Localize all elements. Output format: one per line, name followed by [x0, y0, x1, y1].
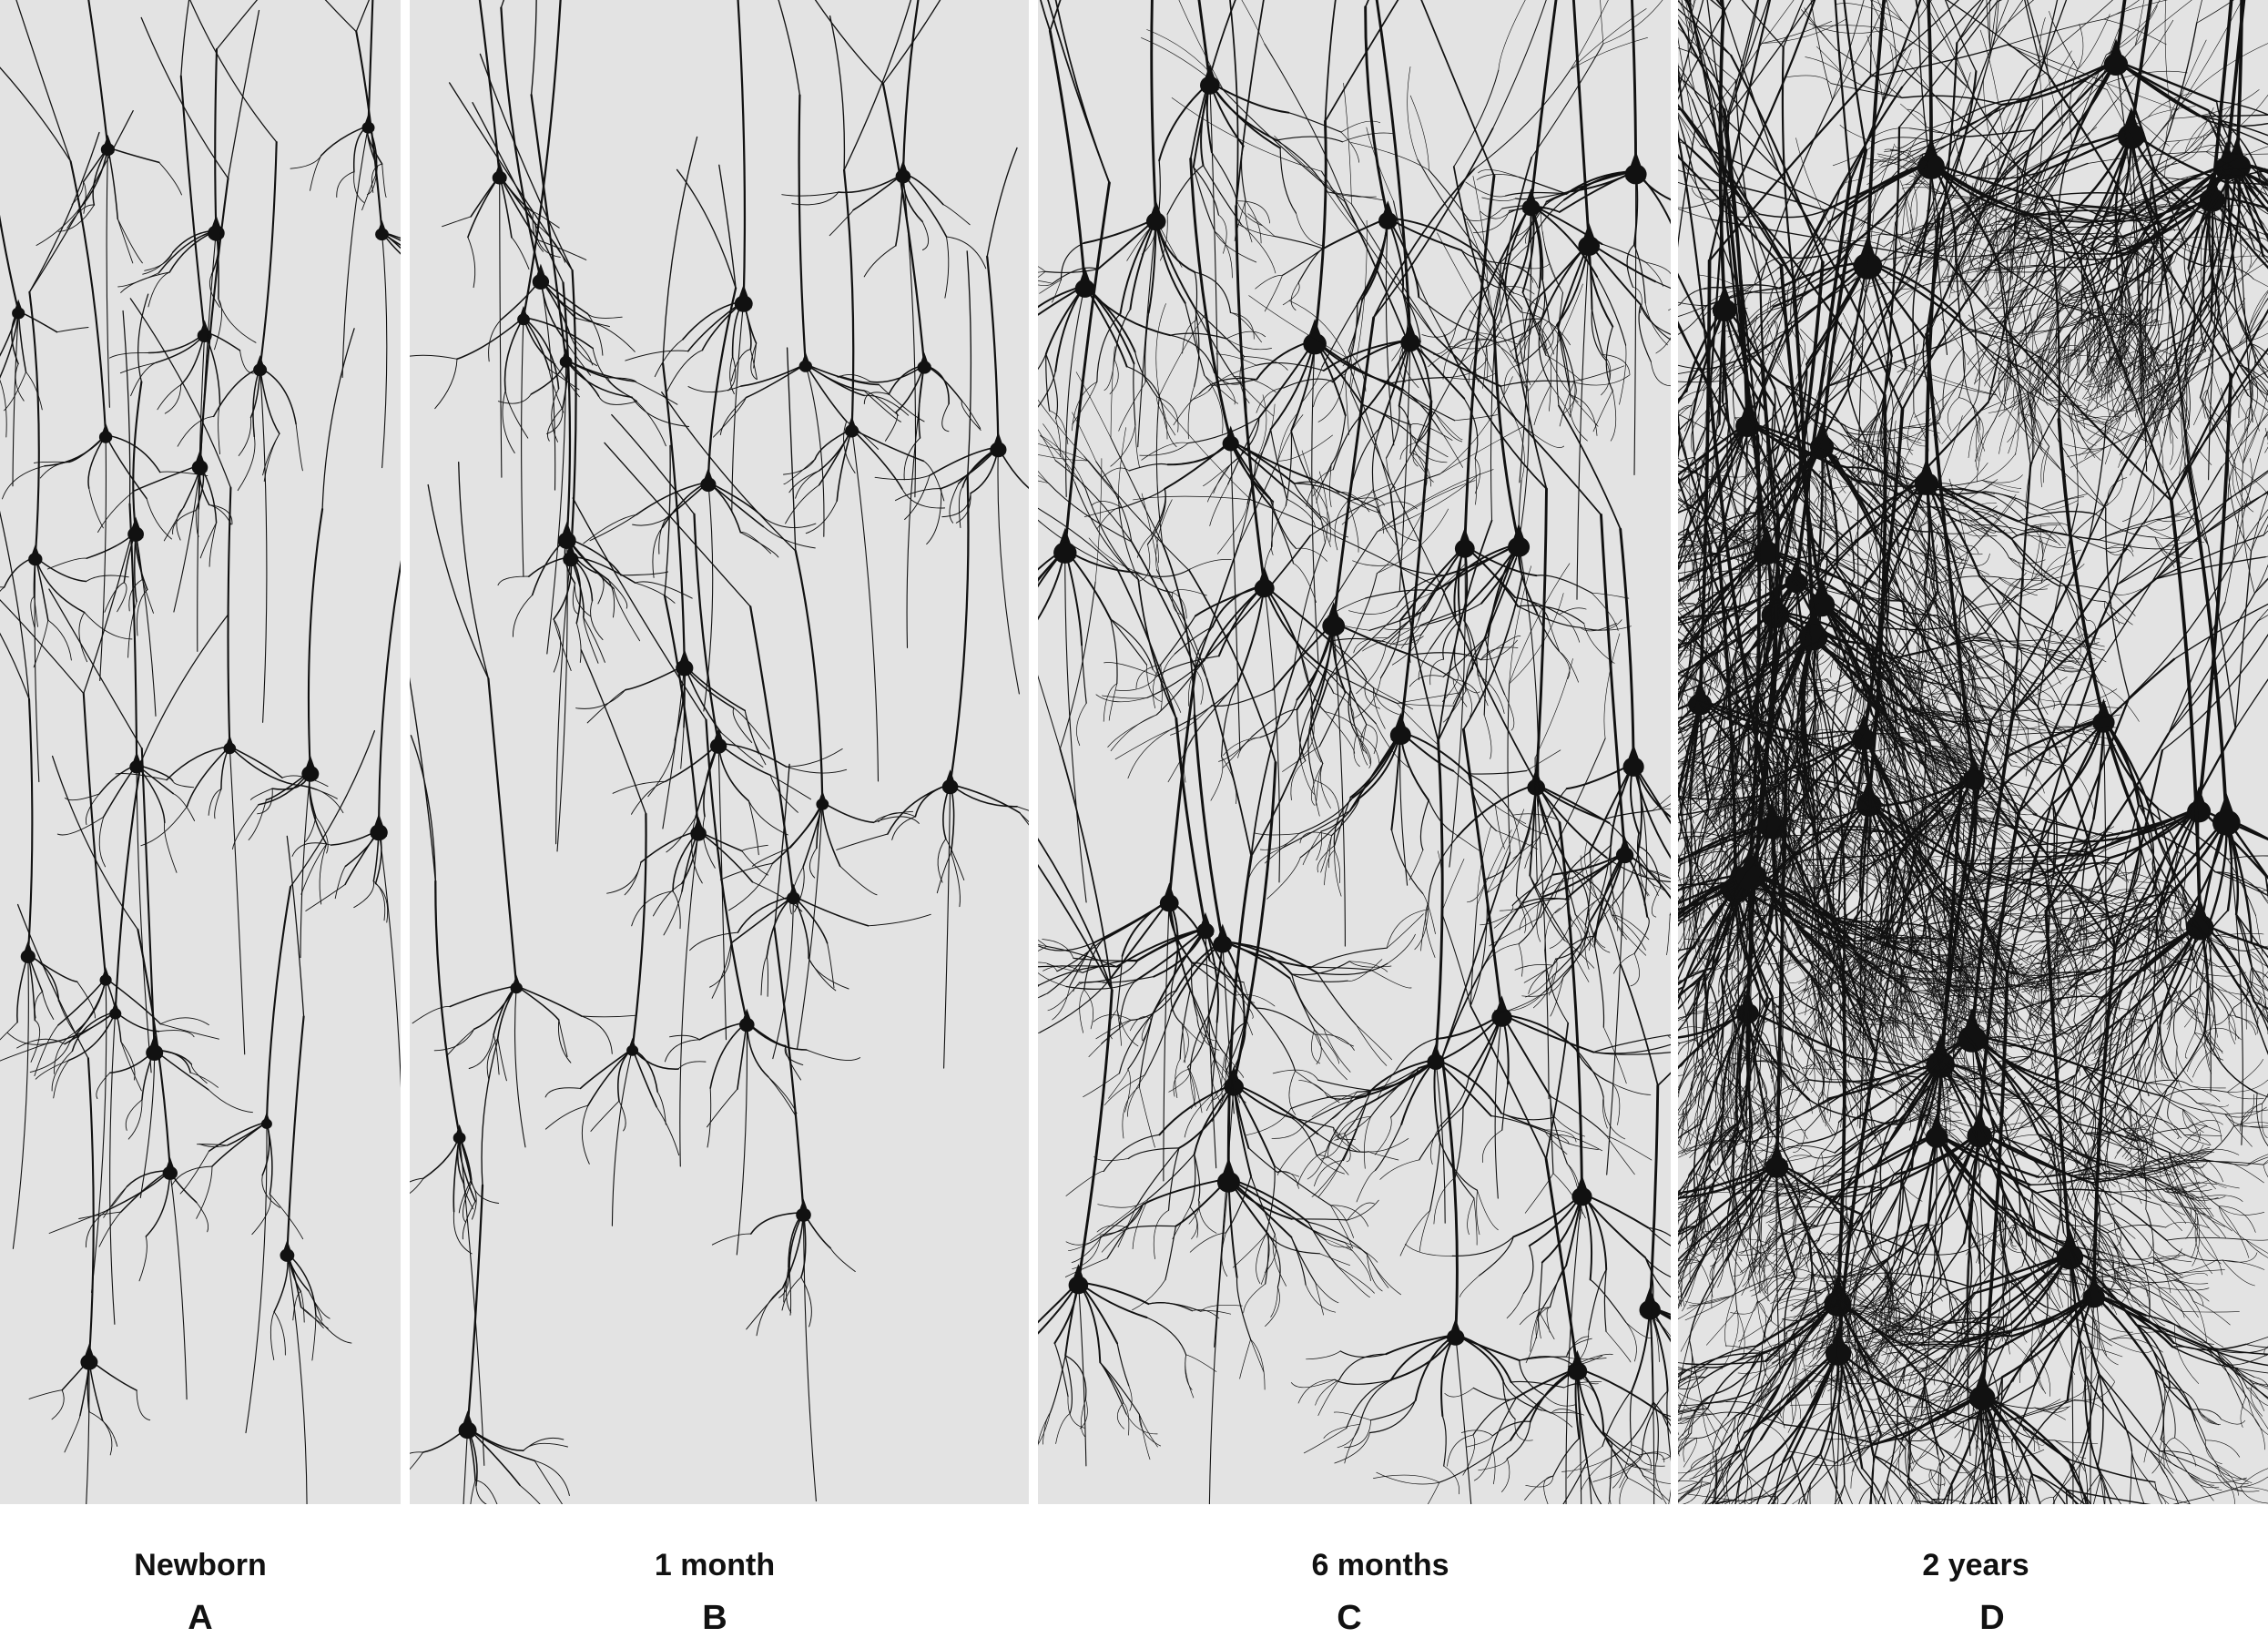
panel-6-months: [1038, 0, 1671, 1504]
age-label-1-month: 1 month: [596, 1548, 833, 1583]
panel-letter-b: B: [596, 1599, 833, 1638]
neuron-drawing-2-years: [1678, 0, 2268, 1504]
age-label-newborn: Newborn: [82, 1548, 319, 1583]
neuron-drawing-newborn: [0, 0, 401, 1504]
panel-letter-c: C: [1231, 1599, 1468, 1638]
neuron-drawing-1-month: [410, 0, 1029, 1504]
neuron-drawing-6-months: [1038, 0, 1671, 1504]
age-label-2-years: 2 years: [1857, 1548, 2094, 1583]
panel-2-years: [1678, 0, 2268, 1504]
age-label-6-months: 6 months: [1262, 1548, 1499, 1583]
panel-1-month: [410, 0, 1029, 1504]
panel-letter-d: D: [1874, 1599, 2110, 1638]
panel-newborn: [0, 0, 401, 1504]
panel-letter-a: A: [82, 1599, 319, 1638]
